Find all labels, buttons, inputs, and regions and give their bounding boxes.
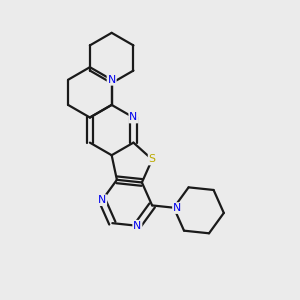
Text: N: N [129,112,138,122]
Text: N: N [107,75,116,85]
Text: N: N [133,221,142,231]
Text: N: N [98,195,106,205]
Text: N: N [173,203,181,213]
Text: S: S [148,154,156,164]
